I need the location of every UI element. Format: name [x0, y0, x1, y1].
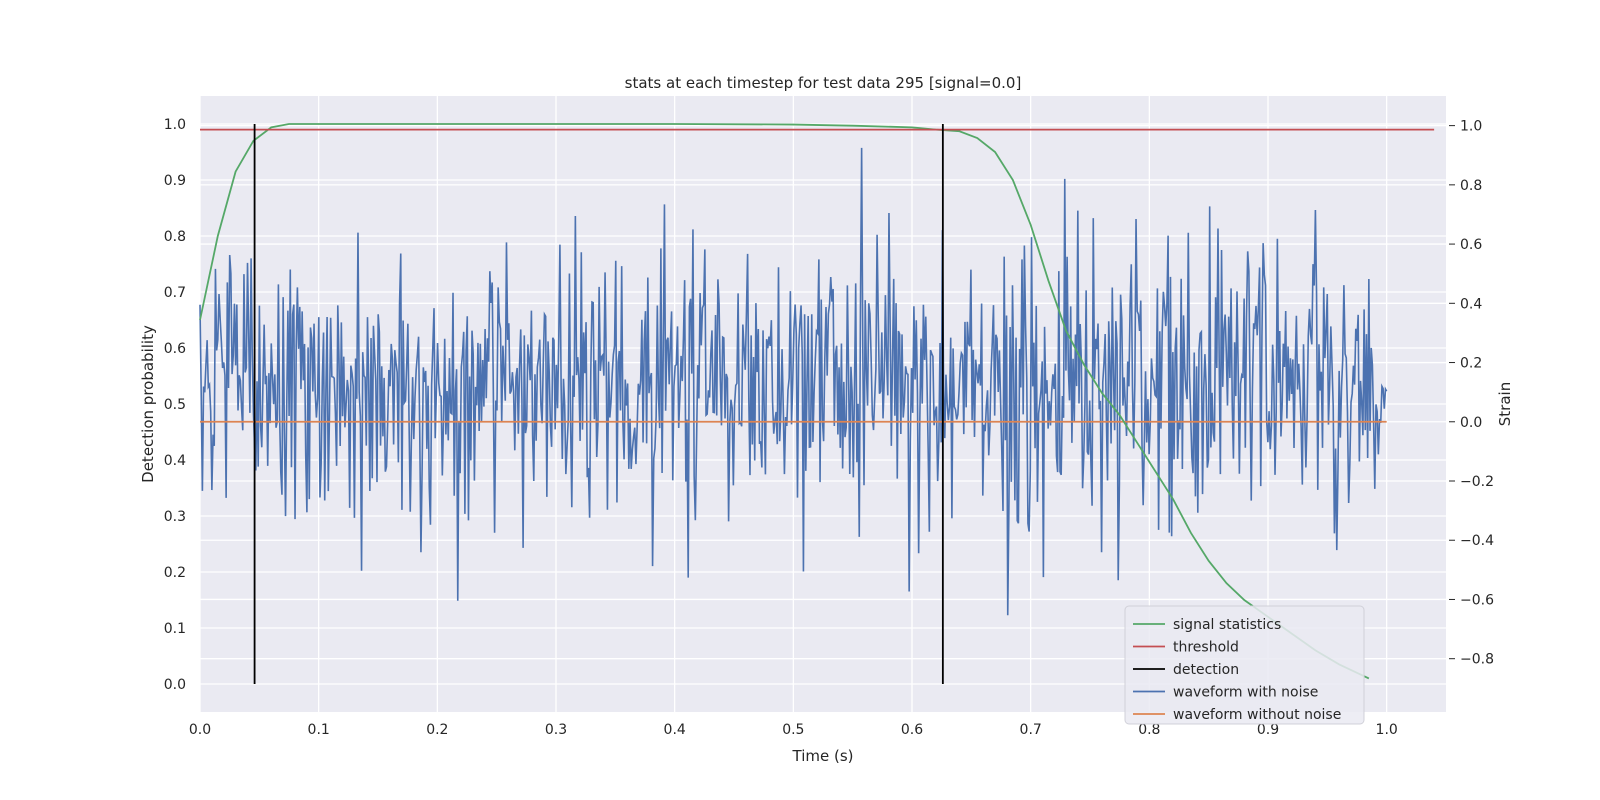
x-tick-label: 0.4: [664, 722, 686, 738]
y-right-tick-label: −0.4: [1460, 533, 1494, 549]
y-right-tick-label: −0.2: [1460, 474, 1494, 490]
y-right-tick-label: 0.2: [1460, 356, 1482, 372]
y-axis-left: 0.0 0.1 0.2 0.3 0.4 0.5 0.6 0.7 0.8 0.9 1.0: [164, 117, 186, 693]
series-waveform-with-noise: [199, 147, 1388, 616]
y-left-tick-label: 0.7: [164, 285, 186, 301]
y-right-tick-label: −0.6: [1460, 592, 1494, 608]
x-tick-label: 1.0: [1376, 722, 1398, 738]
x-axis: 0.0 0.1 0.2 0.3 0.4 0.5 0.6 0.7 0.8 0.9 1.0: [189, 722, 1398, 738]
x-tick-label: 0.0: [189, 722, 211, 738]
y-left-tick-label: 0.2: [164, 565, 186, 581]
y-right-tick-label: 1.0: [1460, 119, 1482, 135]
x-tick-label: 0.5: [782, 722, 804, 738]
y-axis-right-title: Strain: [1496, 382, 1514, 426]
y-axis-left-title: Detection probability: [139, 325, 157, 483]
legend-label: waveform without noise: [1173, 707, 1341, 723]
y-axis-right: −0.8 −0.6 −0.4 −0.2 0.0 0.2 0.4 0.6 0.8 1.0: [1449, 119, 1494, 668]
x-tick-label: 0.2: [426, 722, 448, 738]
y-left-tick-label: 0.8: [164, 229, 186, 245]
x-tick-label: 0.7: [1020, 722, 1042, 738]
y-left-tick-label: 0.6: [164, 341, 186, 357]
x-tick-label: 0.6: [901, 722, 923, 738]
x-tick-label: 0.9: [1257, 722, 1279, 738]
legend-label: threshold: [1173, 640, 1239, 656]
y-right-tick-label: 0.6: [1460, 237, 1482, 253]
legend-label: waveform with noise: [1173, 685, 1318, 701]
y-right-tick-label: −0.8: [1460, 652, 1494, 668]
legend-label: detection: [1173, 662, 1239, 678]
legend-box: [1124, 605, 1365, 725]
x-tick-label: 0.1: [308, 722, 330, 738]
y-right-tick-label: 0.0: [1460, 415, 1482, 431]
y-left-tick-label: 0.3: [164, 509, 186, 525]
chart-title: stats at each timestep for test data 295…: [625, 74, 1022, 92]
y-left-tick-label: 0.1: [164, 621, 186, 637]
series-signal-statistics: [199, 123, 1370, 680]
y-left-tick-label: 0.0: [164, 677, 186, 693]
y-left-tick-label: 0.4: [164, 453, 186, 469]
y-left-tick-label: 0.9: [164, 173, 186, 189]
series-layer: [199, 123, 1435, 684]
x-tick-label: 0.3: [545, 722, 567, 738]
legend-label: signal statistics: [1173, 617, 1281, 633]
y-left-tick-label: 1.0: [164, 117, 186, 133]
y-left-tick-label: 0.5: [164, 397, 186, 413]
x-axis-title: Time (s): [792, 747, 854, 765]
y-right-tick-label: 0.8: [1460, 178, 1482, 194]
x-tick-label: 0.8: [1138, 722, 1160, 738]
legend: signal statistics threshold detection wavef…: [1124, 605, 1365, 725]
y-right-tick-label: 0.4: [1460, 296, 1482, 312]
